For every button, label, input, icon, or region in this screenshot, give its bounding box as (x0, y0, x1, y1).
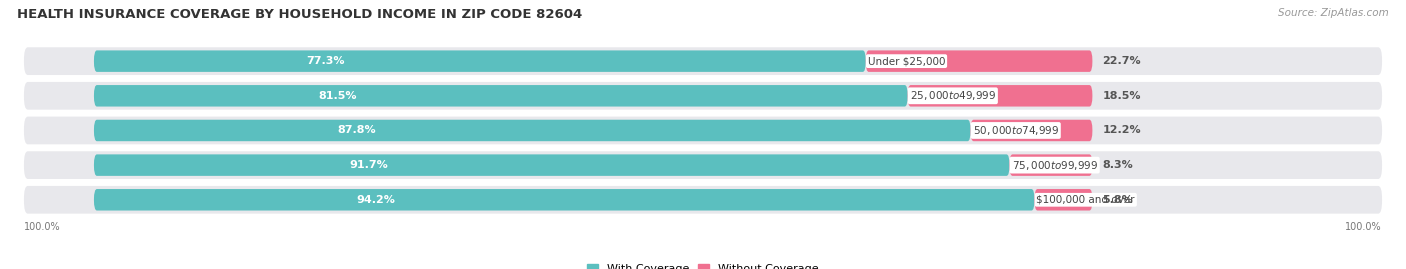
FancyBboxPatch shape (908, 85, 1092, 107)
FancyBboxPatch shape (24, 82, 1382, 110)
Text: 94.2%: 94.2% (357, 195, 395, 205)
FancyBboxPatch shape (94, 85, 908, 107)
Text: HEALTH INSURANCE COVERAGE BY HOUSEHOLD INCOME IN ZIP CODE 82604: HEALTH INSURANCE COVERAGE BY HOUSEHOLD I… (17, 8, 582, 21)
Text: $75,000 to $99,999: $75,000 to $99,999 (1011, 159, 1098, 172)
Text: Source: ZipAtlas.com: Source: ZipAtlas.com (1278, 8, 1389, 18)
FancyBboxPatch shape (94, 50, 866, 72)
FancyBboxPatch shape (24, 151, 1382, 179)
FancyBboxPatch shape (24, 186, 1382, 214)
Text: $100,000 and over: $100,000 and over (1036, 195, 1135, 205)
Text: 91.7%: 91.7% (349, 160, 388, 170)
Text: 100.0%: 100.0% (1346, 222, 1382, 232)
Text: $25,000 to $49,999: $25,000 to $49,999 (910, 89, 995, 102)
Text: 100.0%: 100.0% (24, 222, 60, 232)
Text: 22.7%: 22.7% (1102, 56, 1142, 66)
FancyBboxPatch shape (24, 47, 1382, 75)
Text: $50,000 to $74,999: $50,000 to $74,999 (973, 124, 1059, 137)
FancyBboxPatch shape (94, 154, 1010, 176)
Text: Under $25,000: Under $25,000 (868, 56, 945, 66)
Text: 12.2%: 12.2% (1102, 125, 1142, 136)
Text: 18.5%: 18.5% (1102, 91, 1140, 101)
FancyBboxPatch shape (866, 50, 1092, 72)
FancyBboxPatch shape (1010, 154, 1092, 176)
Text: 8.3%: 8.3% (1102, 160, 1133, 170)
Text: 81.5%: 81.5% (319, 91, 357, 101)
Text: 87.8%: 87.8% (337, 125, 377, 136)
FancyBboxPatch shape (970, 120, 1092, 141)
FancyBboxPatch shape (94, 189, 1035, 211)
Text: 5.8%: 5.8% (1102, 195, 1133, 205)
Text: 77.3%: 77.3% (307, 56, 344, 66)
FancyBboxPatch shape (24, 116, 1382, 144)
FancyBboxPatch shape (1035, 189, 1092, 211)
Legend: With Coverage, Without Coverage: With Coverage, Without Coverage (582, 259, 824, 269)
FancyBboxPatch shape (94, 120, 970, 141)
